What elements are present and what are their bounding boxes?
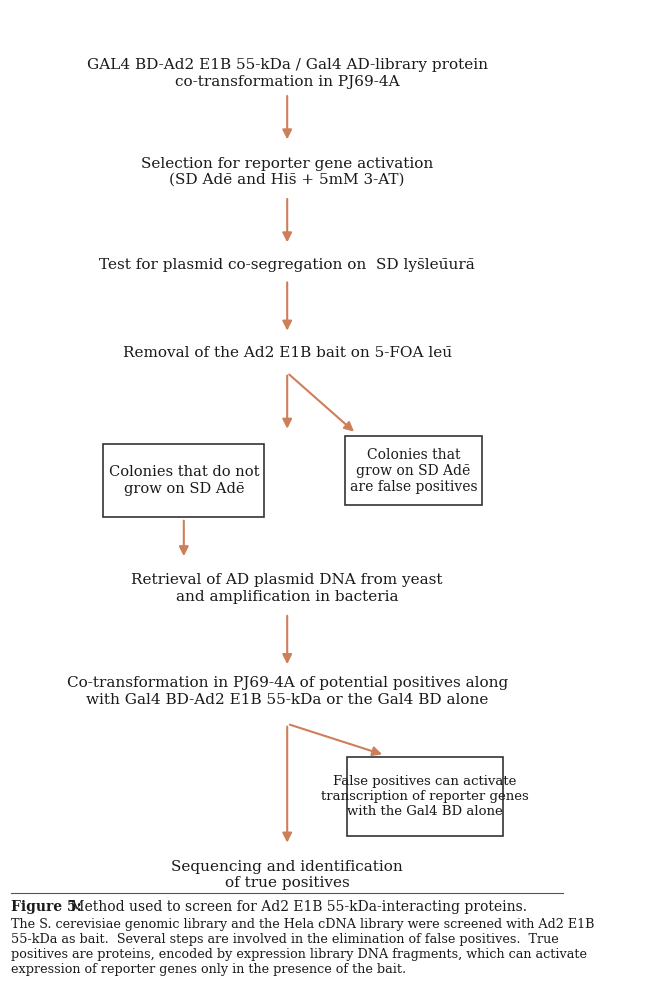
- Text: Test for plasmid co-segregation on  SD lys̄leūurā: Test for plasmid co-segregation on SD ly…: [99, 257, 475, 272]
- FancyBboxPatch shape: [347, 757, 503, 836]
- FancyBboxPatch shape: [103, 444, 265, 518]
- Text: Retrieval of AD plasmid DNA from yeast
and amplification in bacteria: Retrieval of AD plasmid DNA from yeast a…: [132, 573, 443, 604]
- Text: Co-transformation in PJ69-4A of potential positives along
with Gal4 BD-Ad2 E1B 5: Co-transformation in PJ69-4A of potentia…: [66, 676, 508, 707]
- Text: Colonies that do not
grow on SD Adē: Colonies that do not grow on SD Adē: [109, 465, 259, 496]
- Text: Figure 5:: Figure 5:: [11, 900, 82, 915]
- Text: GAL4 BD-Ad2 E1B 55-kDa / Gal4 AD-library protein
co-transformation in PJ69-4A: GAL4 BD-Ad2 E1B 55-kDa / Gal4 AD-library…: [87, 58, 488, 89]
- Text: Sequencing and identification
of true positives: Sequencing and identification of true po…: [171, 859, 403, 890]
- FancyBboxPatch shape: [345, 437, 482, 505]
- Text: False positives can activate
transcription of reporter genes
with the Gal4 BD al: False positives can activate transcripti…: [321, 775, 529, 818]
- Text: The S. cerevisiae genomic library and the Hela cDNA library were screened with A: The S. cerevisiae genomic library and th…: [11, 918, 595, 976]
- Text: Selection for reporter gene activation
(SD Adē and His̄ + 5mM 3-AT): Selection for reporter gene activation (…: [141, 156, 434, 187]
- Text: Colonies that
grow on SD Adē
are false positives: Colonies that grow on SD Adē are false …: [350, 447, 477, 494]
- Text: Method used to screen for Ad2 E1B 55-kDa-interacting proteins.: Method used to screen for Ad2 E1B 55-kDa…: [66, 900, 527, 915]
- Text: Removal of the Ad2 E1B bait on 5-FOA leū: Removal of the Ad2 E1B bait on 5-FOA leu…: [122, 346, 452, 360]
